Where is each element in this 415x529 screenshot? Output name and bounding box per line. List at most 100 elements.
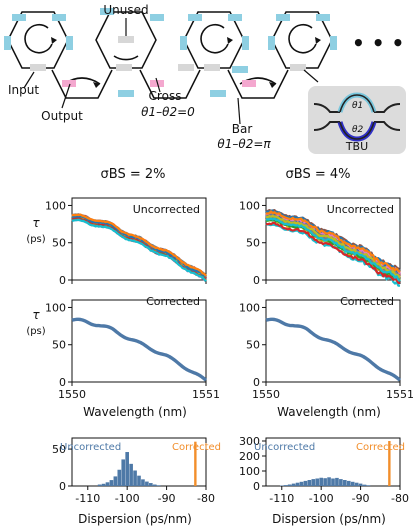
loop-arrow: [200, 23, 229, 54]
tbu-inset: θ1 θ2 TBU: [308, 86, 406, 154]
tbu-background: [308, 86, 406, 154]
hist-bar-uncorrected: [149, 483, 153, 486]
tbu-unit: [232, 66, 248, 73]
hist-x-tick-label: -110: [269, 492, 294, 505]
loop-arrow-head: [315, 37, 321, 44]
tbu-arm-bot-core: [339, 121, 375, 140]
x-tick-label: 1551: [386, 388, 414, 401]
x-tick-label: 1551: [192, 388, 220, 401]
tbu-unit: [242, 80, 256, 87]
tbu-unit: [330, 36, 337, 50]
tbu-unit: [180, 36, 187, 50]
hist-bar-uncorrected: [307, 480, 312, 486]
tau-trace: [265, 217, 401, 283]
hist-bar-uncorrected: [315, 478, 320, 486]
tau-trace: [71, 217, 207, 282]
tbu-arm-top-core: [339, 94, 375, 113]
hist-bar-uncorrected: [331, 478, 335, 486]
hist-x-tick-label: -110: [75, 492, 100, 505]
tbu-label: TBU: [345, 140, 368, 153]
tbu-waveguide-top: [313, 103, 340, 113]
tau-symbol-bottom: τ: [32, 308, 40, 322]
hist-y-tick-label: 0: [59, 480, 66, 493]
panel-frame: [265, 197, 401, 281]
hist-bar-uncorrected: [105, 482, 110, 486]
hist-bar-uncorrected: [121, 459, 126, 486]
hist-bar-uncorrected: [141, 479, 145, 486]
hist-bar-uncorrected: [343, 480, 347, 486]
hist-bar-uncorrected: [350, 481, 355, 486]
hist-bar-uncorrected: [327, 477, 331, 486]
tau-trace: [265, 210, 401, 273]
label-cross-eq: θ1–θ2=0: [141, 105, 195, 119]
hist-bar-uncorrected: [299, 481, 304, 486]
tbu-unit: [228, 14, 242, 21]
hist-bar-uncorrected: [323, 478, 327, 486]
hist-bar-uncorrected: [346, 480, 351, 486]
tbu-unit: [52, 14, 66, 21]
hist-bar-uncorrected: [156, 485, 161, 486]
tbu-callout-arrow: [303, 69, 319, 83]
tbu-waveguide-bot-out: [374, 121, 401, 131]
tbu-unit: [316, 14, 330, 21]
hist-bar-uncorrected: [335, 477, 339, 486]
label-unused: Unused: [103, 3, 148, 17]
hist-bar-uncorrected: [152, 484, 157, 486]
hist-bar-uncorrected: [97, 484, 102, 486]
tau-trace: [71, 213, 207, 277]
tbu-unit: [12, 14, 26, 21]
tbu-unit: [276, 14, 290, 21]
lower-route-arrow-head: [93, 82, 100, 88]
hist-x-tick-label: -80: [391, 492, 409, 505]
bar-arrow: [237, 97, 241, 125]
hist-bar-corrected: [194, 441, 197, 486]
input-arrow: [23, 71, 35, 89]
y-tick-label: 100: [45, 199, 66, 212]
tbu-unit: [150, 14, 164, 21]
panel-label-uncorrected-right: Uncorrected: [327, 203, 394, 216]
panel-label-corrected-left: Corrected: [146, 295, 200, 308]
tbu-unit: [204, 64, 220, 71]
y-tick-label: 50: [246, 339, 260, 352]
loop-arrow: [24, 23, 53, 54]
hist-bar-uncorrected: [133, 470, 137, 486]
hist-y-tick-label: 300: [239, 435, 260, 448]
hist-x-tick-label: -100: [115, 492, 140, 505]
hist-x-tick-label: -100: [309, 492, 334, 505]
tbu-unit: [66, 36, 73, 50]
tbu-unit: [100, 8, 114, 15]
hist-bar-uncorrected: [295, 482, 300, 486]
mesh-lower-hexagon: [227, 69, 289, 99]
y-tick-label: 0: [59, 274, 66, 287]
tau-unit-top: (ps): [26, 234, 45, 245]
hist-bar-uncorrected: [358, 483, 363, 486]
tbu-theta1: θ1: [352, 101, 363, 111]
xlabel-wavelength-left: Wavelength (nm): [83, 405, 187, 419]
hist-bar-uncorrected: [354, 482, 359, 486]
tbu-unit: [118, 36, 134, 43]
tbu-waveguide-top-out: [374, 103, 401, 113]
hist-bar-uncorrected: [319, 477, 323, 486]
hist-x-tick-label: -90: [158, 492, 176, 505]
tau-unit-bottom: (ps): [26, 326, 45, 337]
hist-label-corrected-right: Corrected: [356, 442, 405, 453]
y-tick-label: 100: [239, 199, 260, 212]
tau-axis-label-top: τ (ps): [26, 216, 45, 245]
route-arrow: [113, 55, 139, 61]
panel-label-corrected-right: Corrected: [340, 295, 394, 308]
hist-bar-uncorrected: [366, 485, 371, 486]
label-bar-eq: θ1–θ2=π: [217, 137, 271, 151]
hist-y-tick-label: 100: [239, 465, 260, 478]
y-tick-label: 50: [246, 237, 260, 250]
hist-bar-uncorrected: [117, 469, 122, 486]
tbu-unit: [210, 90, 226, 97]
y-tick-label: 0: [253, 274, 260, 287]
xlabel-dispersion-left: Dispersion (ps/nm): [78, 512, 192, 526]
cross-arrow: [155, 77, 161, 93]
tbu-unit: [290, 64, 306, 71]
tbu-unit: [116, 64, 132, 71]
tau-trace: [71, 218, 207, 282]
tbu-unit: [268, 36, 275, 50]
tau-trace: [71, 218, 207, 283]
hist-bar-corrected: [388, 441, 391, 486]
